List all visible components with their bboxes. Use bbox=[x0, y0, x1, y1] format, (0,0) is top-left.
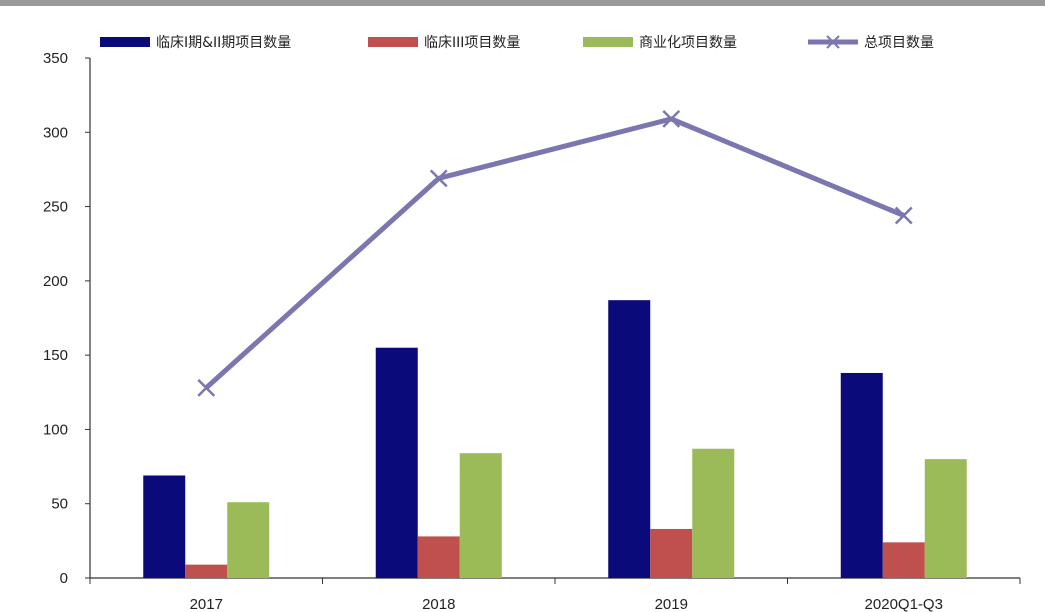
marker-stroke bbox=[197, 378, 216, 397]
x-tick-label: 2019 bbox=[655, 596, 688, 612]
bar-3-2019 bbox=[692, 448, 735, 578]
legend-label: 总项目数量 bbox=[864, 35, 934, 51]
total-point-marker bbox=[894, 206, 913, 225]
legend: 临床I期&II期项目数量 临床III项目数量 商业化项目数量 总项目数量 bbox=[100, 35, 934, 51]
bar-1-2017 bbox=[143, 475, 186, 578]
total-point-marker bbox=[197, 378, 216, 397]
legend-marker bbox=[826, 35, 840, 49]
top-rule bbox=[0, 0, 1045, 6]
y-tick-label: 300 bbox=[43, 124, 68, 141]
legend-label: 临床III项目数量 bbox=[424, 35, 520, 51]
bar-1-2018 bbox=[375, 347, 418, 578]
bars bbox=[143, 300, 967, 578]
y-tick-label: 100 bbox=[43, 421, 68, 438]
bar-2-2019 bbox=[650, 528, 693, 578]
total-point-marker bbox=[662, 110, 681, 128]
bar-3-2018 bbox=[459, 453, 502, 578]
bar-2-2020q1-q3 bbox=[882, 542, 925, 578]
legend-swatch bbox=[583, 37, 633, 47]
y-tick-label: 250 bbox=[43, 199, 68, 216]
marker-stroke bbox=[826, 35, 840, 49]
legend-swatch bbox=[100, 37, 150, 47]
y-tick-label: 200 bbox=[43, 273, 68, 290]
y-tick-label: 0 bbox=[60, 570, 68, 587]
x-tick-label: 2018 bbox=[422, 596, 455, 612]
total-line bbox=[197, 110, 913, 397]
bar-1-2019 bbox=[608, 300, 651, 578]
y-tick-label: 50 bbox=[51, 496, 68, 513]
y-tick-label: 350 bbox=[43, 50, 68, 67]
legend-swatch bbox=[368, 37, 418, 47]
marker-stroke bbox=[662, 110, 681, 128]
total-series-line bbox=[204, 116, 905, 390]
y-tick-label: 150 bbox=[43, 347, 68, 364]
bar-1-2020q1-q3 bbox=[840, 372, 883, 578]
x-tick-label: 2017 bbox=[190, 596, 223, 612]
bar-2-2017 bbox=[185, 564, 228, 578]
marker-stroke bbox=[429, 169, 448, 188]
bar-3-2017 bbox=[227, 502, 270, 578]
legend-label: 临床I期&II期项目数量 bbox=[156, 35, 291, 51]
total-point-marker bbox=[429, 169, 448, 188]
x-tick-label: 2020Q1-Q3 bbox=[865, 596, 943, 612]
bar-2-2018 bbox=[417, 536, 460, 578]
bar-3-2020q1-q3 bbox=[924, 459, 967, 578]
marker-stroke bbox=[894, 206, 913, 225]
legend-label: 商业化项目数量 bbox=[639, 35, 737, 51]
